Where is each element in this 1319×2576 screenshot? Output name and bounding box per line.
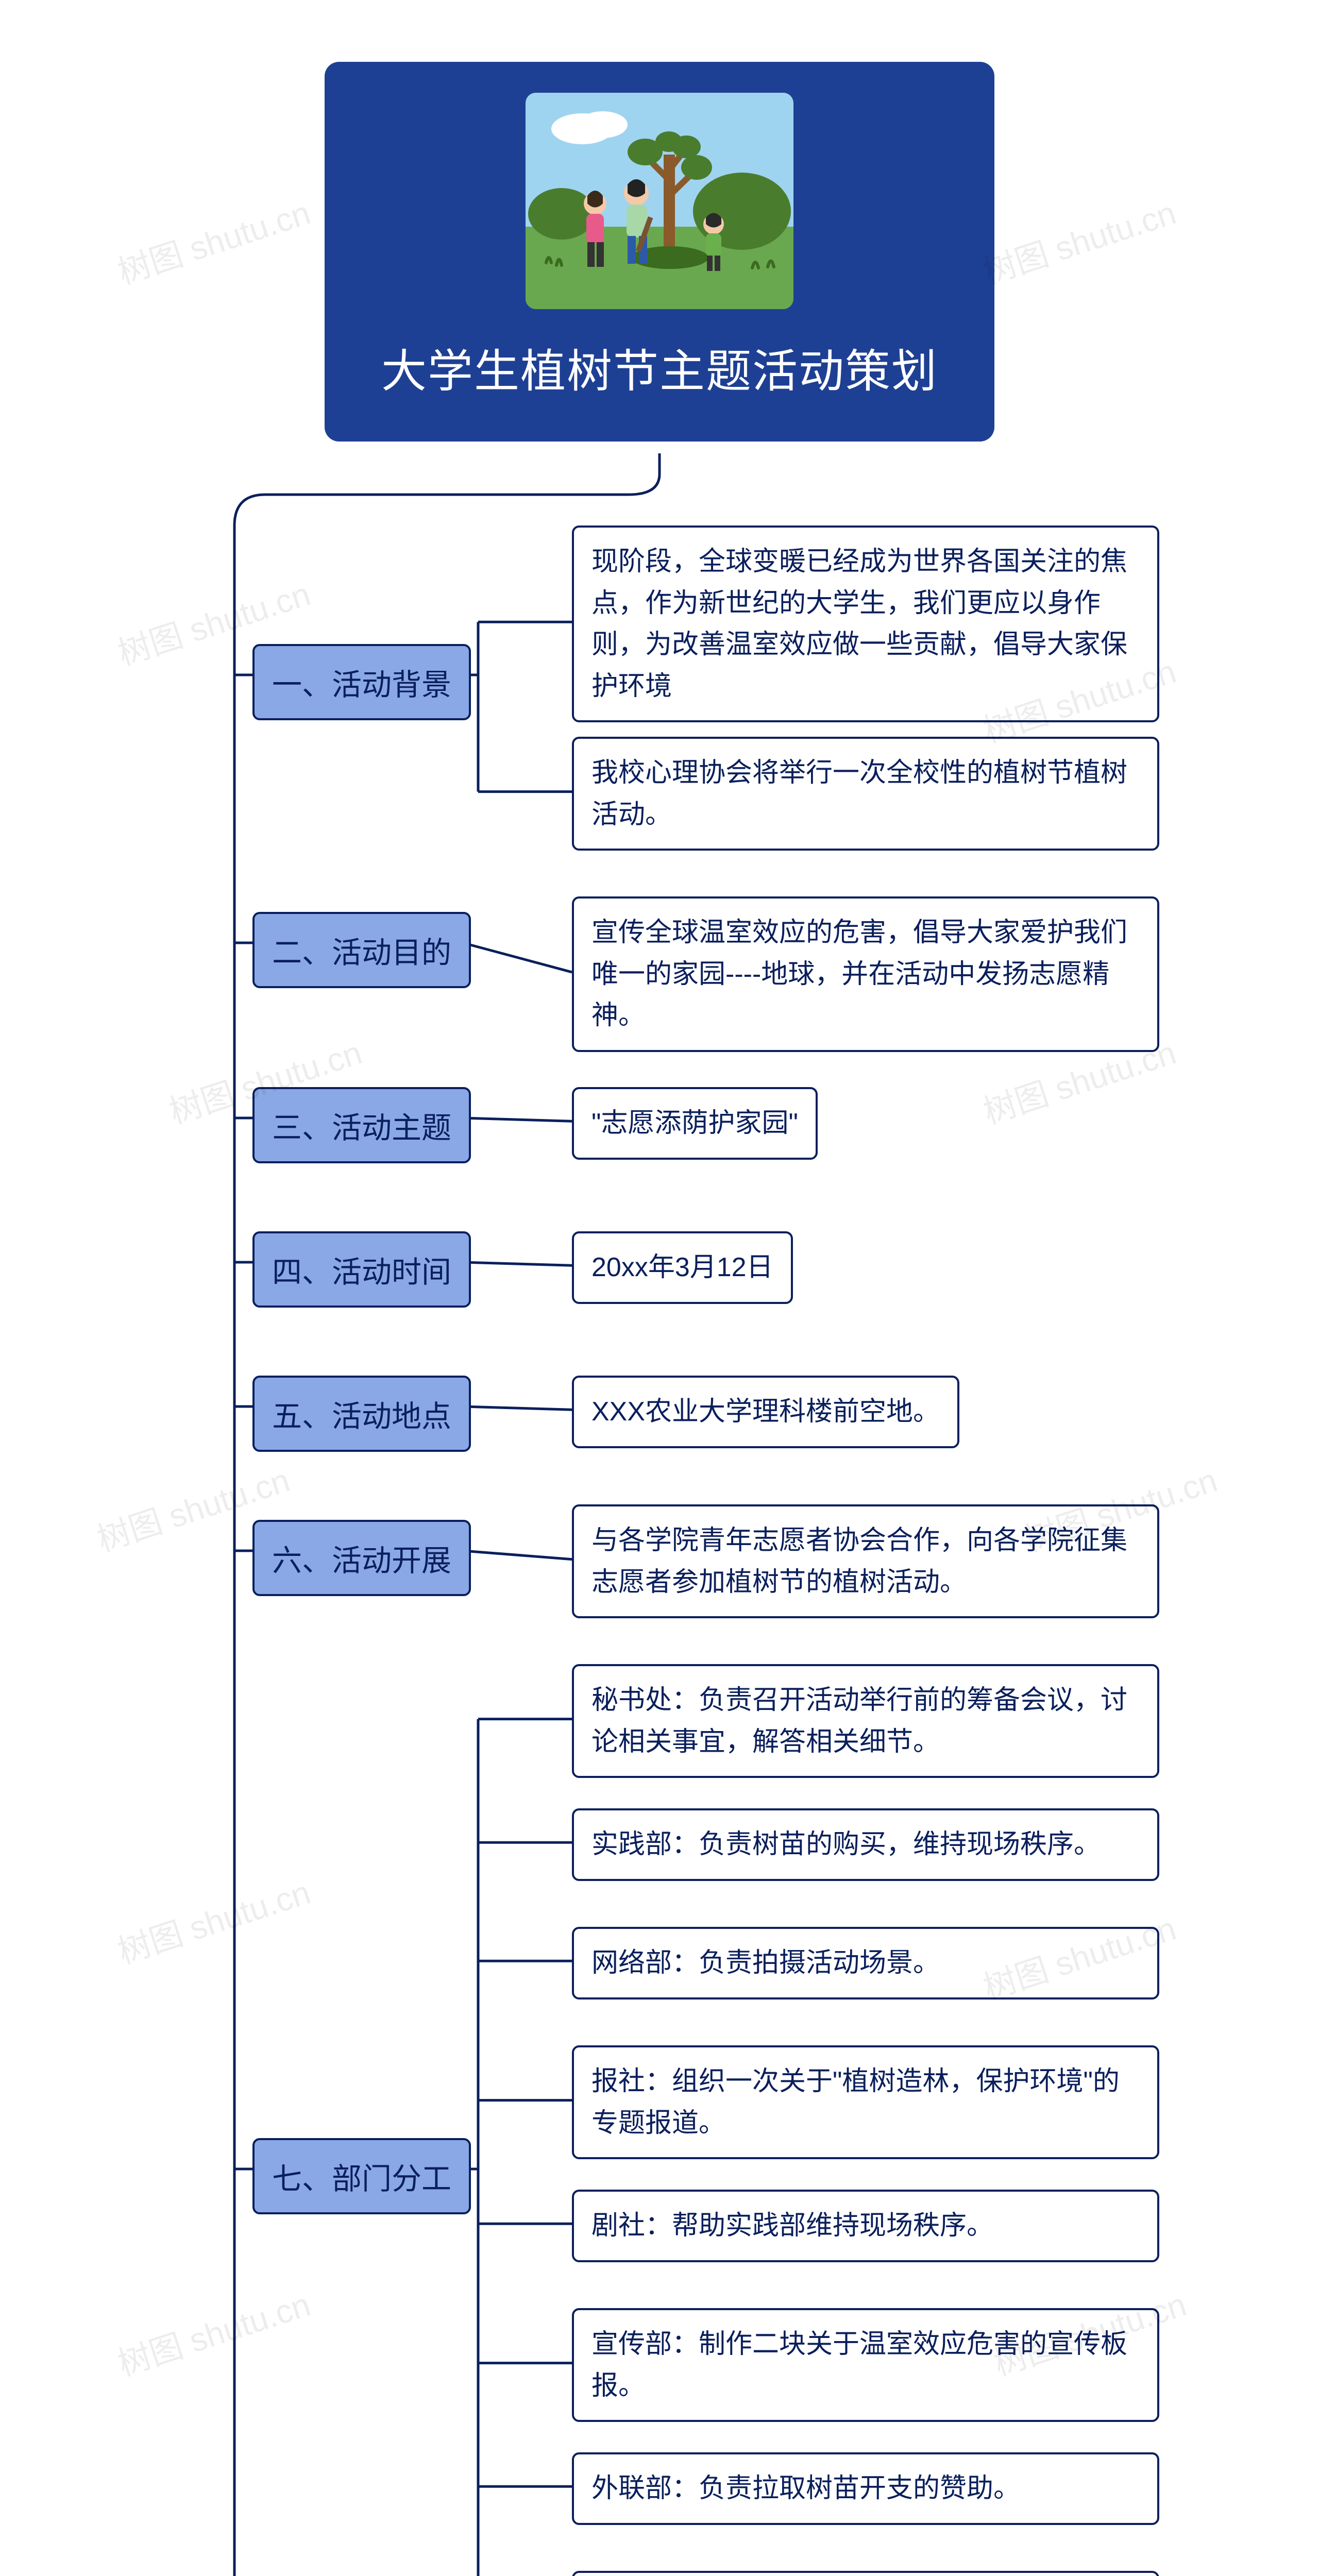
watermark: 树图 shutu.cn	[111, 187, 315, 293]
leaf-node: 策划部：在活动当天参加维护秩序。	[572, 2571, 1159, 2576]
leaf-node: 秘书处：负责召开活动举行前的筹备会议，讨论相关事宜，解答相关细节。	[572, 1664, 1159, 1778]
branch-node: 一、活动背景	[252, 644, 471, 720]
branch-node: 四、活动时间	[252, 1231, 471, 1308]
branch-node: 六、活动开展	[252, 1520, 471, 1596]
leaf-node: 宣传全球温室效应的危害，倡导大家爱护我们唯一的家园----地球，并在活动中发扬志…	[572, 896, 1159, 1052]
branch-node: 五、活动地点	[252, 1376, 471, 1452]
leaf-node: 实践部：负责树苗的购买，维持现场秩序。	[572, 1808, 1159, 1881]
branch-node: 三、活动主题	[252, 1087, 471, 1163]
leaf-node: 宣传部：制作二块关于温室效应危害的宣传板报。	[572, 2308, 1159, 2422]
leaf-node: XXX农业大学理科楼前空地。	[572, 1376, 959, 1448]
watermark: 树图 shutu.cn	[111, 1866, 315, 1973]
watermark: 树图 shutu.cn	[976, 187, 1181, 293]
branch-node: 七、部门分工	[252, 2138, 471, 2214]
leaf-node: 我校心理协会将举行一次全校性的植树节植树活动。	[572, 737, 1159, 851]
watermark: 树图 shutu.cn	[111, 2278, 315, 2385]
root-node: 大学生植树节主题活动策划	[325, 62, 994, 442]
leaf-node: 网络部：负责拍摄活动场景。	[572, 1927, 1159, 1999]
leaf-node: 外联部：负责拉取树苗开支的赞助。	[572, 2452, 1159, 2525]
leaf-node: 与各学院青年志愿者协会合作，向各学院征集志愿者参加植树节的植树活动。	[572, 1504, 1159, 1618]
branch-node: 二、活动目的	[252, 912, 471, 988]
leaf-node: 剧社：帮助实践部维持现场秩序。	[572, 2190, 1159, 2262]
root-title: 大学生植树节主题活动策划	[345, 335, 974, 400]
mindmap-canvas: 树图 shutu.cn 树图 shutu.cn 树图 shutu.cn 树图 shut…	[0, 41, 1319, 2576]
leaf-node: 现阶段，全球变暖已经成为世界各国关注的焦点，作为新世纪的大学生，我们更应以身作则…	[572, 526, 1159, 722]
root-illustration	[526, 93, 793, 309]
leaf-node: 报社：组织一次关于"植树造林，保护环境"的专题报道。	[572, 2045, 1159, 2159]
leaf-node: "志愿添荫护家园"	[572, 1087, 818, 1160]
leaf-node: 20xx年3月12日	[572, 1231, 793, 1304]
